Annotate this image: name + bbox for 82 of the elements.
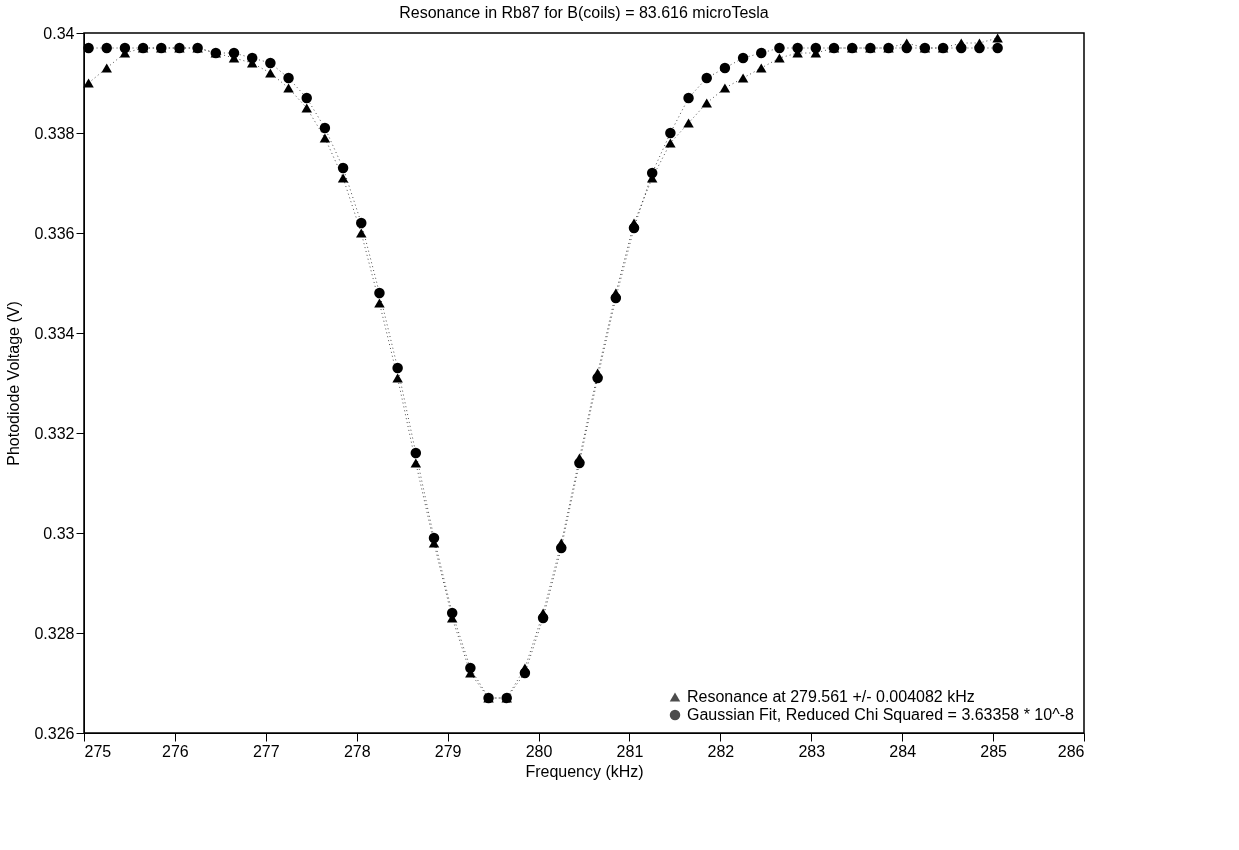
- point: [756, 63, 767, 73]
- point: [701, 98, 712, 108]
- point: [356, 228, 367, 238]
- point: [374, 287, 385, 299]
- point: [556, 542, 567, 554]
- x-tick-label: 283: [798, 742, 826, 760]
- point: [465, 662, 476, 674]
- point: [592, 372, 603, 384]
- point: [410, 447, 422, 459]
- point: [101, 42, 112, 54]
- point: [356, 217, 367, 229]
- point: [337, 162, 349, 174]
- y-tick-label: 0.334: [34, 324, 75, 342]
- x-tick-label: 277: [252, 742, 280, 760]
- point: [701, 72, 712, 84]
- legend-label: Resonance at 279.561 +/- 0.004082 kHz: [687, 688, 975, 705]
- point: [537, 612, 549, 624]
- point: [83, 78, 94, 88]
- point: [392, 373, 403, 383]
- x-tick-label: 282: [707, 742, 735, 760]
- point: [83, 42, 94, 54]
- point: [283, 72, 294, 84]
- x-tick-label: 281: [616, 742, 644, 760]
- point: [628, 222, 640, 234]
- point: [719, 62, 731, 74]
- point: [301, 92, 312, 104]
- point: [810, 42, 822, 54]
- point: [719, 83, 731, 93]
- point: [428, 532, 440, 544]
- y-tick-label: 0.332: [34, 424, 75, 442]
- x-tick-label: 279: [434, 742, 462, 760]
- point: [319, 133, 331, 143]
- point: [992, 42, 1003, 54]
- point: [956, 42, 967, 54]
- point: [319, 122, 331, 134]
- point: [446, 607, 458, 619]
- point: [119, 42, 131, 54]
- point: [683, 92, 694, 104]
- point: [228, 47, 240, 59]
- point: [683, 118, 694, 128]
- x-tick-label: 276: [162, 742, 189, 760]
- x-tick-label: 278: [343, 742, 371, 760]
- point: [992, 33, 1003, 43]
- point: [574, 457, 585, 469]
- x-tick-label: 286: [1057, 742, 1085, 760]
- point: [737, 52, 749, 64]
- y-tick-label: 0.34: [43, 24, 75, 42]
- point: [265, 68, 276, 78]
- x-tick-label: 275: [84, 742, 112, 760]
- y-tick-label: 0.326: [34, 724, 75, 742]
- x-axis-title: Frequency (kHz): [525, 762, 644, 780]
- y-tick-label: 0.33: [43, 524, 75, 542]
- y-tick-label: 0.338: [34, 124, 75, 142]
- point: [610, 292, 622, 304]
- point: [392, 362, 403, 374]
- y-axis-title: Photodiode Voltage (V): [5, 301, 23, 466]
- point: [774, 53, 785, 63]
- point: [974, 42, 985, 54]
- point: [101, 63, 112, 73]
- point: [792, 42, 803, 54]
- chart-title: Resonance in Rb87 for B(coils) = 83.616 microTesla: [399, 4, 769, 21]
- point: [374, 298, 385, 308]
- y-tick-label: 0.328: [34, 624, 75, 642]
- point: [756, 47, 767, 59]
- point: [665, 138, 676, 148]
- point: [519, 667, 531, 679]
- x-tick-label: 284: [889, 742, 917, 760]
- point: [246, 52, 258, 64]
- point: [301, 103, 312, 113]
- legend-label: Gaussian Fit, Reduced Chi Squared = 3.63358 * 10^-8: [687, 706, 1074, 723]
- point: [901, 42, 912, 54]
- point: [737, 73, 749, 83]
- x-tick-label: 285: [980, 742, 1008, 760]
- point: [665, 127, 676, 139]
- point: [283, 83, 294, 93]
- point: [337, 173, 349, 183]
- point: [774, 42, 785, 54]
- point: [410, 458, 422, 468]
- point: [646, 167, 658, 179]
- point: [265, 57, 276, 69]
- y-tick-label: 0.336: [34, 224, 75, 242]
- x-tick-label: 280: [525, 742, 553, 760]
